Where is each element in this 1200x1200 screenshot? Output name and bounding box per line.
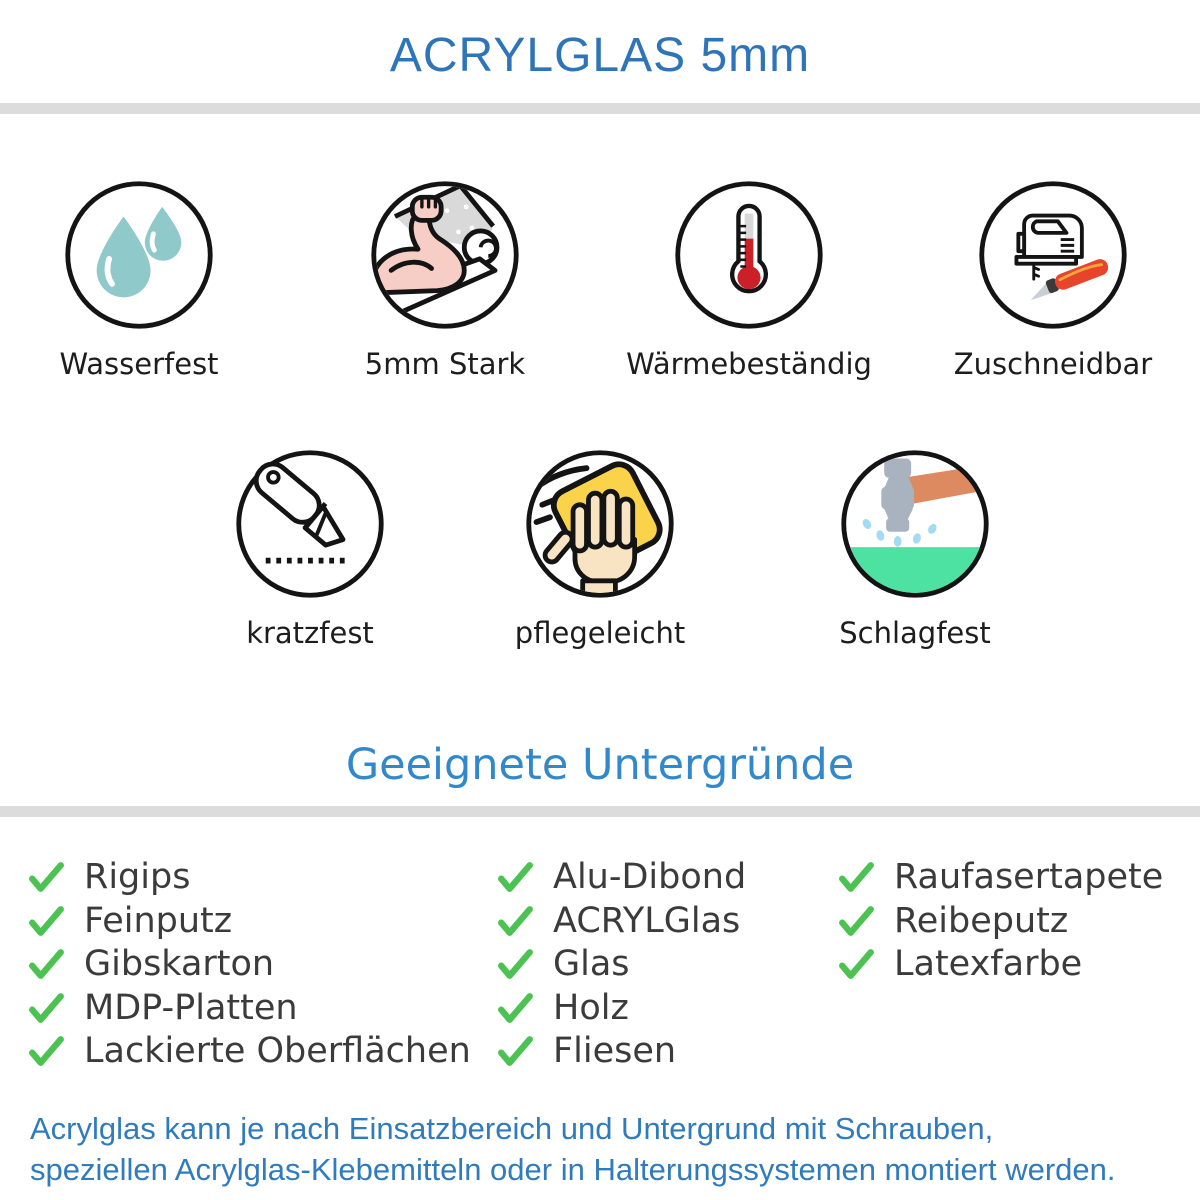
surface-item-label: Feinputz	[84, 901, 233, 941]
feature-kratzfest: kratzfest	[233, 447, 387, 650]
mounting-note-line1: Acrylglas kann je nach Einsatzbereich un…	[30, 1111, 994, 1146]
surface-item-label: Raufasertapete	[894, 857, 1164, 897]
checkmark-icon	[839, 862, 874, 892]
surface-item: Feinputz	[28, 900, 232, 942]
surfaces-heading: Geeignete Untergründe	[345, 740, 855, 790]
checkmark-icon	[498, 1036, 533, 1066]
page-title: ACRYLGLAS 5mm	[389, 29, 811, 82]
water-drops-icon	[65, 181, 213, 329]
feature-5mm-stark: 5mm Stark	[364, 178, 526, 381]
feature-label: pflegeleicht	[514, 616, 686, 650]
feature-label: kratzfest	[246, 616, 374, 650]
feature-label: Wärmebeständig	[626, 347, 872, 381]
thermometer-icon	[675, 181, 823, 329]
surface-item: Raufasertapete	[838, 856, 1163, 898]
feature-zuschneidbar: Zuschneidbar	[954, 178, 1152, 381]
feature-wasserfest: Wasserfest	[59, 178, 219, 381]
surface-item: MDP-Platten	[28, 987, 298, 1029]
surface-item: Glas	[497, 943, 630, 985]
surface-item-label: Latexfarbe	[894, 944, 1083, 984]
surface-item: Reibeputz	[838, 900, 1068, 942]
surface-item-label: Rigips	[84, 857, 191, 897]
checkmark-icon	[498, 993, 533, 1023]
feature-label: Schlagfest	[839, 616, 991, 650]
surface-item-label: Reibeputz	[894, 901, 1069, 941]
checkmark-icon	[498, 949, 533, 979]
surface-item: Rigips	[28, 856, 190, 898]
surface-item-label: Fliesen	[553, 1031, 677, 1071]
checkmark-icon	[29, 949, 64, 979]
checkmark-icon	[839, 906, 874, 936]
surface-item: Lackierte Oberflächen	[28, 1030, 471, 1072]
checkmark-icon	[498, 862, 533, 892]
surface-item-label: Gibskarton	[84, 944, 275, 984]
checkmark-icon	[29, 1036, 64, 1066]
surface-item: Holz	[497, 987, 629, 1029]
feature-schlagfest: Schlagfest	[838, 447, 992, 650]
surface-item-label: Lackierte Oberflächen	[84, 1031, 471, 1071]
hammer-impact-icon	[841, 450, 989, 598]
checkmark-icon	[498, 906, 533, 936]
surface-item-label: Glas	[553, 944, 630, 984]
muscle-arm-icon	[371, 181, 519, 329]
surface-item-label: Holz	[553, 988, 629, 1028]
mounting-note: Acrylglas kann je nach Einsatzbereich un…	[30, 1108, 1190, 1190]
feature-label: 5mm Stark	[364, 347, 526, 381]
feature-label: Zuschneidbar	[953, 347, 1153, 381]
checkmark-icon	[839, 949, 874, 979]
jigsaw-cutter-icon	[979, 181, 1127, 329]
surface-item: Gibskarton	[28, 943, 274, 985]
checkmark-icon	[29, 993, 64, 1023]
checkmark-icon	[29, 906, 64, 936]
feature-pflegeleicht: pflegeleicht	[515, 447, 685, 650]
feature-waermebestaendig: Wärmebeständig	[626, 178, 872, 381]
cleaning-hand-icon	[526, 450, 674, 598]
feature-label: Wasserfest	[59, 347, 219, 381]
surface-item: ACRYLGlas	[497, 900, 740, 942]
divider-bottom	[0, 806, 1200, 817]
surface-item-label: Alu-Dibond	[553, 857, 747, 897]
utility-knife-icon	[236, 450, 384, 598]
checkmark-icon	[29, 862, 64, 892]
mounting-note-line2: speziellen Acrylglas-Klebemitteln oder i…	[30, 1152, 1116, 1187]
surface-item-label: ACRYLGlas	[553, 901, 741, 941]
surface-item: Fliesen	[497, 1030, 676, 1072]
surface-item: Latexfarbe	[838, 943, 1082, 985]
divider-top	[0, 103, 1200, 114]
surface-item-label: MDP-Platten	[84, 988, 298, 1028]
surface-item: Alu-Dibond	[497, 856, 746, 898]
